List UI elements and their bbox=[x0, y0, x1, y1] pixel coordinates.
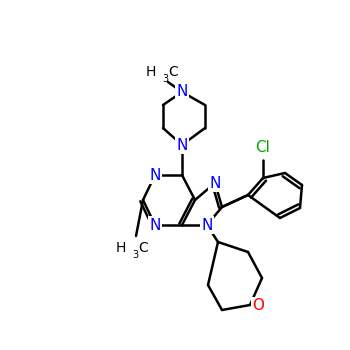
Text: H: H bbox=[116, 241, 126, 255]
Text: 3: 3 bbox=[162, 74, 168, 84]
Text: N: N bbox=[209, 175, 221, 190]
Text: H: H bbox=[146, 65, 156, 79]
Text: N: N bbox=[176, 138, 188, 153]
Text: C: C bbox=[138, 241, 148, 255]
Text: O: O bbox=[252, 298, 264, 313]
Text: N: N bbox=[176, 84, 188, 99]
Text: Cl: Cl bbox=[256, 140, 271, 155]
Text: N: N bbox=[201, 217, 213, 232]
Text: N: N bbox=[149, 168, 161, 182]
Text: N: N bbox=[149, 217, 161, 232]
Text: 3: 3 bbox=[132, 250, 138, 260]
Text: C: C bbox=[168, 65, 178, 79]
